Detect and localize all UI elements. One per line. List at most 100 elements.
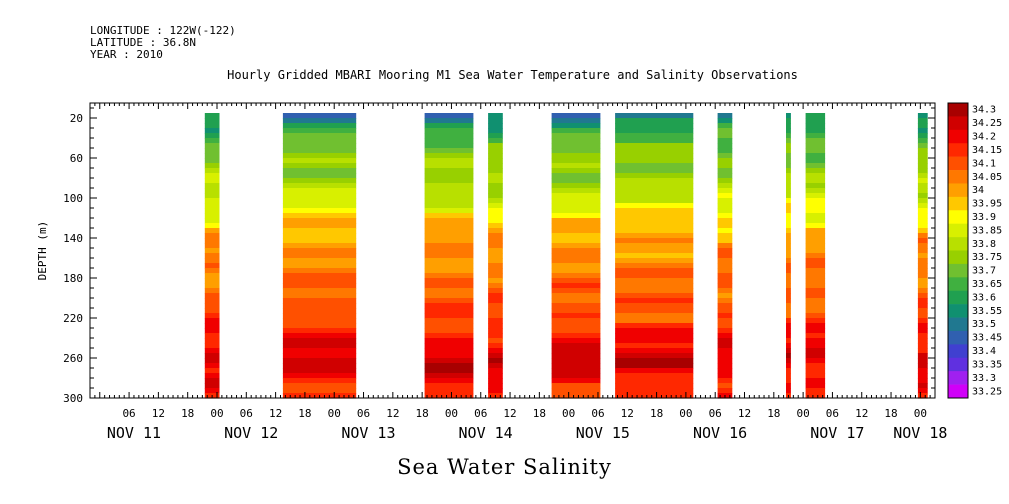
salinity-cell	[488, 368, 503, 374]
x-tick-label: 00	[328, 407, 341, 420]
salinity-cell	[805, 313, 826, 319]
longitude-label: LONGITUDE : 122W(-122)	[90, 24, 236, 37]
salinity-cell	[551, 273, 601, 279]
salinity-cell	[615, 243, 694, 249]
salinity-cell	[917, 148, 928, 154]
salinity-cell	[204, 288, 220, 294]
salinity-cell	[551, 258, 601, 264]
salinity-cell	[805, 163, 826, 169]
salinity-cell	[551, 348, 601, 354]
salinity-cell	[717, 158, 733, 164]
salinity-cell	[551, 173, 601, 179]
colorbar-label: 33.55	[972, 306, 1002, 317]
salinity-cell	[805, 203, 826, 209]
salinity-cell	[551, 188, 601, 194]
data-segment-9	[805, 113, 826, 399]
data-segment-1	[204, 113, 220, 399]
salinity-cell	[917, 253, 928, 259]
salinity-cell	[805, 153, 826, 159]
salinity-cell	[551, 293, 601, 299]
salinity-cell	[615, 278, 694, 284]
salinity-cell	[717, 263, 733, 269]
salinity-cell	[551, 388, 601, 394]
salinity-cell	[488, 338, 503, 344]
salinity-cell	[805, 338, 826, 344]
salinity-cell	[917, 288, 928, 294]
salinity-cell	[488, 138, 503, 144]
salinity-cell	[917, 263, 928, 269]
salinity-cell	[551, 263, 601, 269]
salinity-cell	[917, 193, 928, 199]
salinity-cell	[615, 188, 694, 194]
colorbar-swatch	[948, 143, 968, 157]
salinity-cell	[917, 113, 928, 119]
salinity-cell	[488, 198, 503, 204]
salinity-cell	[282, 353, 357, 359]
salinity-cell	[282, 168, 357, 174]
salinity-cell	[551, 338, 601, 344]
salinity-cell	[615, 313, 694, 319]
salinity-cell	[786, 338, 791, 344]
colorbar-label: 33.95	[972, 199, 1002, 210]
salinity-cell	[551, 153, 601, 159]
x-day-label: NOV 13	[341, 424, 395, 442]
salinity-cell	[424, 233, 474, 239]
salinity-cell	[717, 378, 733, 384]
salinity-cell	[615, 253, 694, 259]
y-tick-label: 180	[63, 272, 83, 285]
salinity-cell	[424, 308, 474, 314]
salinity-cell	[551, 133, 601, 139]
colorbar-swatch	[948, 304, 968, 318]
salinity-cell	[786, 243, 791, 249]
salinity-cell	[786, 298, 791, 304]
salinity-cell	[615, 293, 694, 299]
salinity-cell	[488, 113, 503, 119]
x-tick-label: 12	[621, 407, 634, 420]
salinity-cell	[204, 343, 220, 349]
salinity-cell	[551, 358, 601, 364]
salinity-cell	[805, 393, 826, 399]
salinity-cell	[204, 173, 220, 179]
salinity-cell	[488, 143, 503, 149]
salinity-cell	[282, 123, 357, 129]
salinity-cell	[551, 328, 601, 334]
salinity-cell	[551, 233, 601, 239]
data-segment-4	[488, 113, 503, 399]
salinity-cell	[615, 393, 694, 399]
salinity-cell	[917, 363, 928, 369]
salinity-cell	[615, 228, 694, 234]
salinity-cell	[551, 143, 601, 149]
salinity-cell	[615, 148, 694, 154]
salinity-cell	[424, 188, 474, 194]
salinity-cell	[917, 198, 928, 204]
salinity-cell	[488, 183, 503, 189]
salinity-cell	[551, 373, 601, 379]
salinity-cell	[424, 393, 474, 399]
salinity-cell	[786, 228, 791, 234]
salinity-cell	[551, 218, 601, 224]
salinity-cell	[488, 218, 503, 224]
colorbar-frame	[947, 102, 969, 399]
salinity-cell	[282, 153, 357, 159]
salinity-cell	[204, 353, 220, 359]
salinity-cell	[551, 353, 601, 359]
salinity-cell	[917, 203, 928, 209]
salinity-cell	[204, 178, 220, 184]
colorbar-label: 34	[972, 185, 984, 196]
salinity-cell	[917, 243, 928, 249]
salinity-cell	[488, 258, 503, 264]
salinity-cell	[424, 338, 474, 344]
x-tick-label: 06	[709, 407, 722, 420]
salinity-cell	[805, 158, 826, 164]
salinity-cell	[551, 268, 601, 274]
salinity-cell	[488, 233, 503, 239]
salinity-cell	[717, 173, 733, 179]
data-segment-5	[551, 113, 601, 399]
salinity-cell	[204, 228, 220, 234]
salinity-cell	[717, 223, 733, 229]
salinity-cell	[488, 158, 503, 164]
salinity-cell	[786, 333, 791, 339]
colorbar-swatch	[948, 371, 968, 385]
salinity-cell	[424, 348, 474, 354]
salinity-cell	[805, 128, 826, 134]
